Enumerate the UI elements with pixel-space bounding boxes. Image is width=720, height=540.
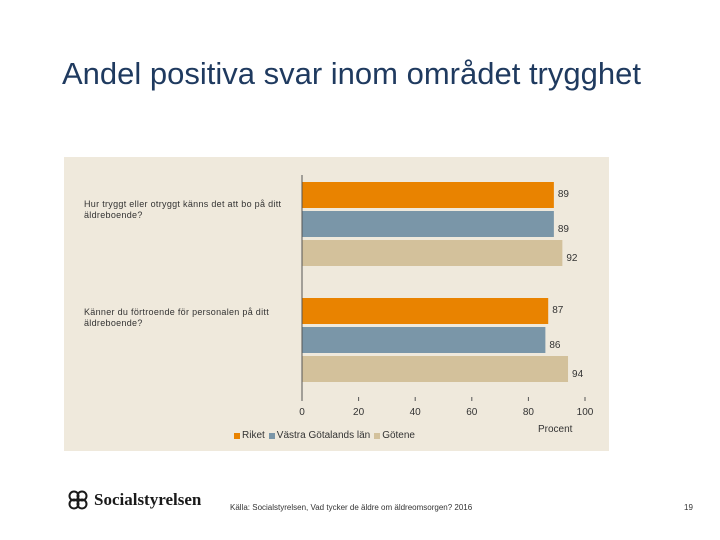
data-label-riket-cat2: 87	[552, 305, 564, 316]
x-axis-label: Procent	[538, 424, 573, 435]
category-label-trygghet: Hur tryggt eller otryggt känns det att b…	[84, 199, 282, 220]
legend-label-riket: Riket	[242, 430, 265, 441]
data-label-vastra-gotalands-lan-cat2: 86	[549, 340, 561, 351]
logo-text: Socialstyrelsen	[94, 490, 202, 509]
chart-panel: 89 89 92 87 86 94 0 20 40 60 80 100 Hur tryggt elle…	[64, 157, 609, 451]
legend-label-vastra-gotaland: Västra Götalands län	[276, 430, 371, 441]
legend-swatch-riket	[234, 432, 240, 439]
legend-swatch-gotene	[374, 432, 381, 439]
socialstyrelsen-emblem-icon	[68, 490, 88, 510]
data-label-vastra-gotalands-lan-cat1: 89	[558, 224, 570, 235]
legend-swatch-vastra-gotaland	[268, 432, 275, 439]
x-tick-label-0: 0	[299, 407, 305, 418]
bar-vastra-gotalands-lan-cat2	[302, 327, 546, 353]
legend-item-gotene: Götene	[374, 430, 415, 441]
chart-legend: Riket Västra Götalands län Götene	[234, 430, 415, 441]
x-tick-label-80: 80	[523, 407, 535, 418]
bar-riket-cat2	[302, 298, 549, 324]
data-label-gotene-cat2: 94	[572, 369, 584, 380]
legend-item-vastra-gotaland: Västra Götalands län	[268, 430, 371, 441]
legend-label-gotene: Götene	[382, 430, 415, 441]
x-tick-label-20: 20	[353, 407, 365, 418]
bar-chart: 89 89 92 87 86 94 0 20 40 60 80 100	[299, 175, 594, 418]
legend-item-riket: Riket	[234, 430, 265, 441]
x-tick-label-40: 40	[410, 407, 422, 418]
source-note: Källa: Socialstyrelsen, Vad tycker de äl…	[230, 503, 473, 512]
slide-title: Andel positiva svar inom området trygghe…	[62, 56, 641, 91]
data-label-riket-cat1: 89	[558, 189, 570, 200]
page-number: 19	[684, 503, 693, 512]
category-label-fortroende: Känner du förtroende för personalen på d…	[84, 307, 270, 328]
bar-vastra-gotalands-lan-cat1	[302, 211, 554, 237]
bar-gotene-cat2	[302, 356, 569, 382]
x-tick-label-100: 100	[577, 407, 594, 418]
bar-gotene-cat1	[302, 240, 563, 266]
socialstyrelsen-logo: Socialstyrelsen	[66, 488, 201, 512]
data-label-gotene-cat1: 92	[566, 253, 578, 264]
bar-riket-cat1	[302, 182, 554, 208]
x-tick-label-60: 60	[466, 407, 478, 418]
